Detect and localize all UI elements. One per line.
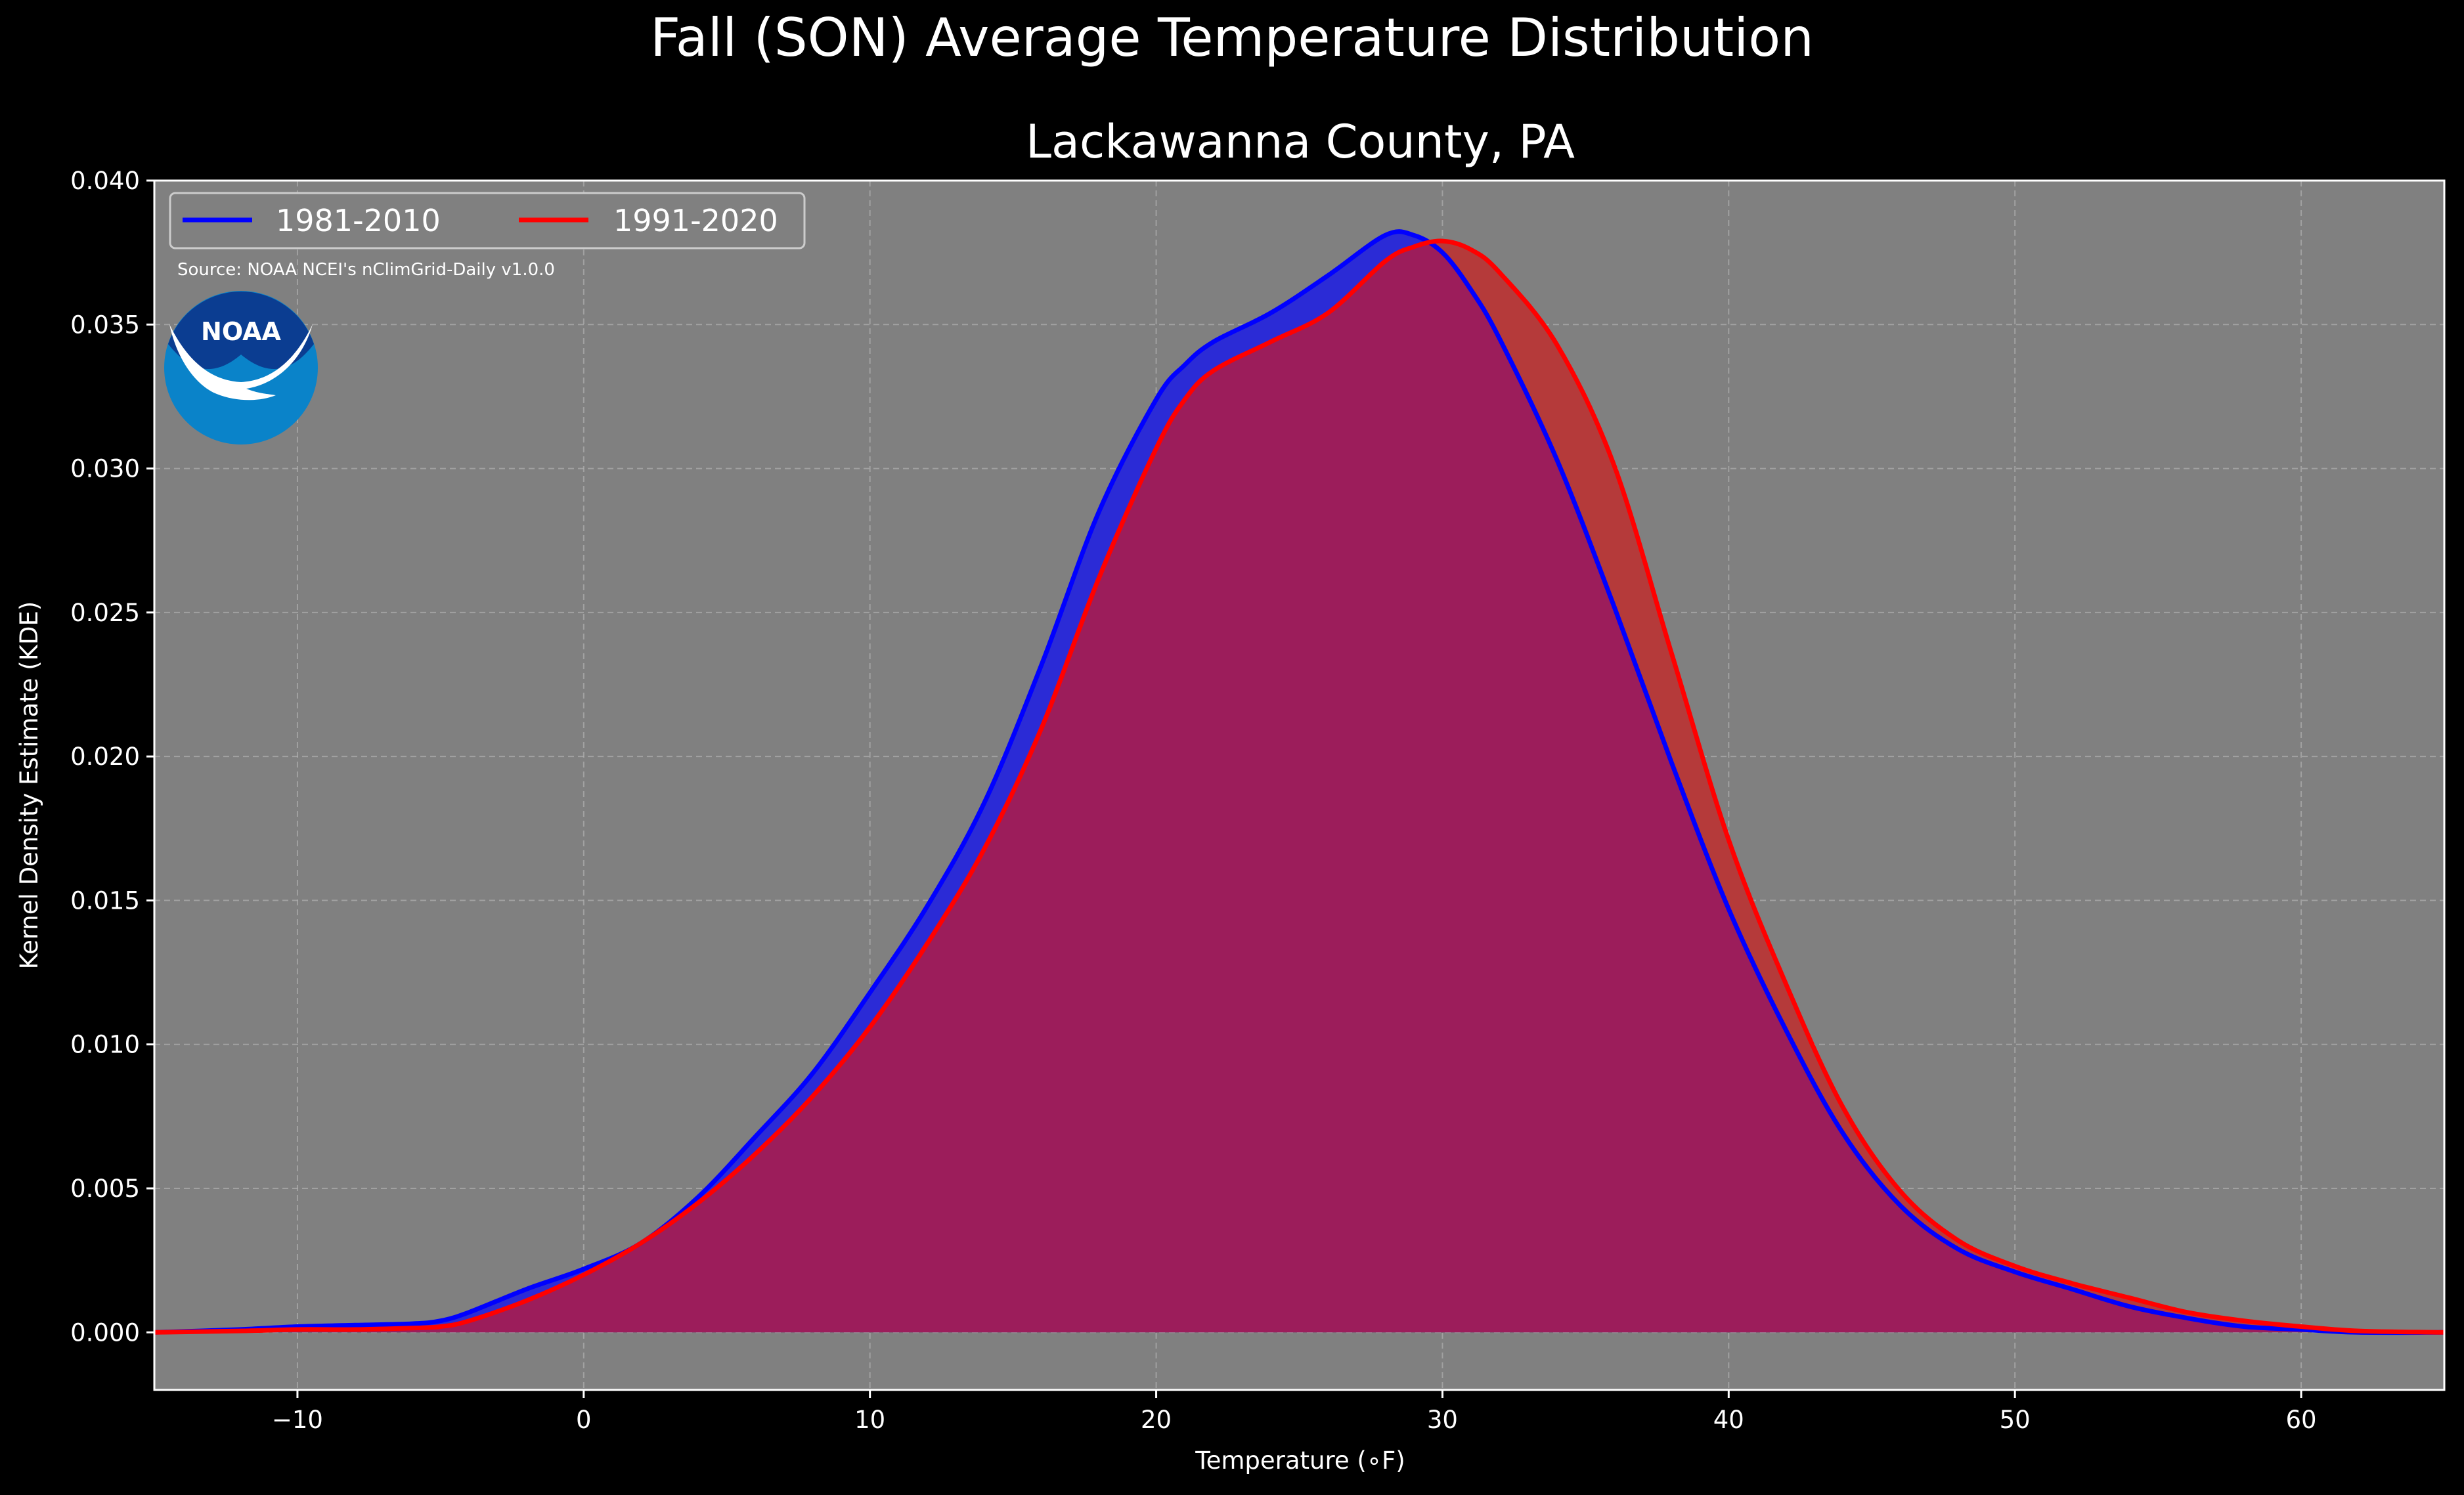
x-tick-label-50: 50 bbox=[2000, 1406, 2031, 1434]
x-tick-label-10: −10 bbox=[272, 1406, 323, 1434]
legend: 1981-2010 1991-2020 bbox=[169, 192, 806, 249]
y-tick-label-0-02: 0.020 bbox=[70, 743, 140, 771]
x-tick-label-20: 20 bbox=[1141, 1406, 1172, 1434]
area-overlap bbox=[154, 241, 2444, 1333]
y-tick-label-0-005: 0.005 bbox=[70, 1175, 140, 1203]
y-tick-label-0-025: 0.025 bbox=[70, 599, 140, 627]
source-note: Source: NOAA NCEI's nClimGrid-Daily v1.0… bbox=[177, 260, 555, 280]
legend-label-1991-2020: 1991-2020 bbox=[613, 203, 778, 238]
y-tick-label-0-035: 0.035 bbox=[70, 311, 140, 339]
chart-subtitle: Lackawanna County, PA bbox=[1026, 115, 1575, 169]
x-tick-label-30: 30 bbox=[1427, 1406, 1458, 1434]
noaa-logo-gull bbox=[169, 324, 313, 401]
plot-frame bbox=[153, 179, 2446, 1391]
overlap-group bbox=[154, 241, 2444, 1333]
x-tick-label-10: 10 bbox=[854, 1406, 885, 1434]
noaa-logo-top bbox=[168, 291, 314, 370]
line-1981-2010 bbox=[154, 229, 2445, 1335]
y-tick-label-0-01: 0.010 bbox=[70, 1031, 140, 1059]
x-tick-label-60: 60 bbox=[2286, 1406, 2317, 1434]
y-axis-label: Kernel Density Estimate (KDE) bbox=[15, 601, 43, 970]
legend-label-1981-2010: 1981-2010 bbox=[276, 203, 441, 238]
y-tick-label-0-015: 0.015 bbox=[70, 886, 140, 915]
y-tick-label-0: 0.000 bbox=[70, 1318, 140, 1347]
x-tick-label-0: 0 bbox=[576, 1406, 592, 1434]
y-tick-label-0-04: 0.040 bbox=[70, 167, 140, 195]
x-axis-label: Temperature (∘F) bbox=[1195, 1446, 1405, 1475]
series-layer bbox=[154, 229, 2445, 1335]
axis-ticks: −10 0 10 20 30 40 50 60 0.000 0.005 0.010 0.015 0.02… bbox=[70, 167, 2317, 1434]
noaa-logo: NOAA bbox=[164, 291, 318, 444]
y-tick-label-0-03: 0.030 bbox=[70, 455, 140, 483]
line-1991-2020 bbox=[154, 238, 2445, 1335]
x-tick-label-40: 40 bbox=[1713, 1406, 1744, 1434]
noaa-logo-text: NOAA bbox=[201, 317, 281, 346]
chart-title: Fall (SON) Average Temperature Distribut… bbox=[650, 7, 1814, 68]
legend-box bbox=[169, 192, 806, 249]
